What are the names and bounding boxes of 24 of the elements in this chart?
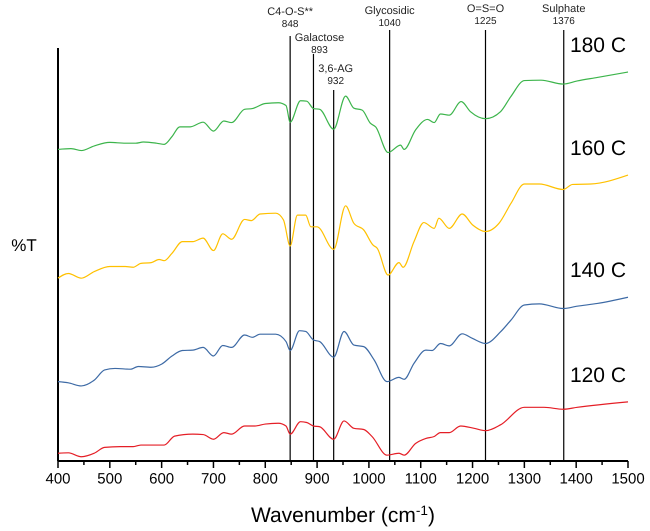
x-tick-label: 500 [97, 470, 122, 488]
x-tick-label: 900 [304, 470, 330, 488]
ref-line-label: 3,6-AG 932 [318, 63, 354, 87]
y-axis-title: %T [11, 236, 37, 255]
ref-line-label: Galactose 893 [294, 32, 344, 56]
x-tick-label: 1400 [559, 470, 593, 488]
x-tick-label: 1500 [611, 470, 645, 488]
ref-line-label: Sulphate 1376 [542, 3, 586, 27]
x-tick-label: 600 [149, 470, 174, 488]
series-label: 120 C [570, 364, 626, 387]
ref-line-label: C4-O-S** 848 [267, 6, 314, 30]
ref-line-label: Glycosidic 1040 [364, 5, 416, 29]
x-tick-label: 400 [45, 470, 71, 488]
x-tick-label: 1100 [404, 470, 437, 488]
series-label: 140 C [570, 259, 626, 282]
series-label: 180 C [570, 34, 626, 57]
series-label: 160 C [570, 137, 626, 160]
x-tick-label: 1000 [352, 470, 386, 488]
x-tick-label: 1300 [508, 470, 542, 488]
x-tick-label: 800 [252, 470, 278, 488]
ref-line-label: O=S=O 1225 [466, 3, 505, 27]
x-tick-label: 1200 [456, 470, 490, 488]
x-tick-label: 700 [200, 470, 226, 488]
x-axis-title: Wavenumber (cm$^{-1}$) [250, 502, 436, 527]
